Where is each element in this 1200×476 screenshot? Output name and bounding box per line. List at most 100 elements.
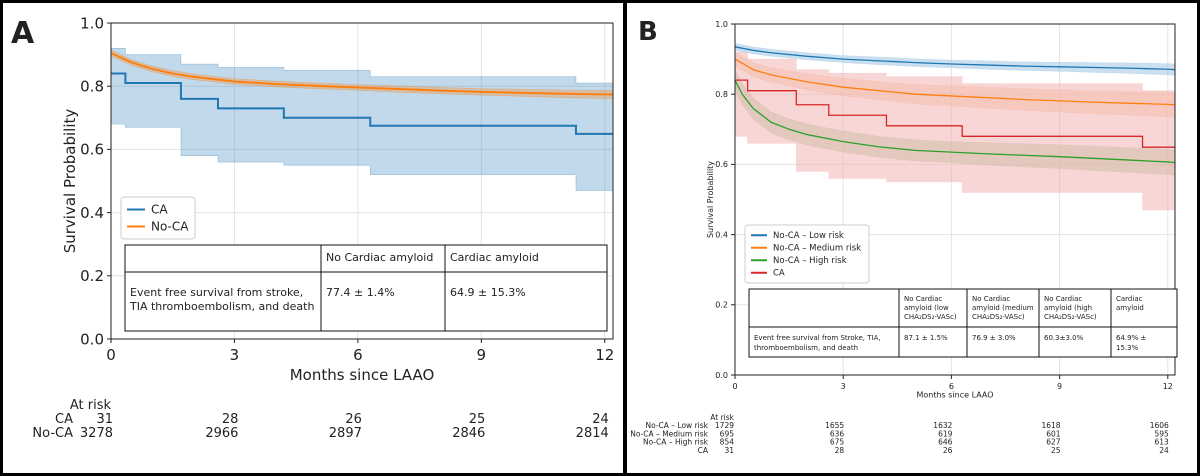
series-line-no-ca: [110, 52, 613, 96]
x-axis-label: Months since LAAO: [290, 366, 435, 384]
at-risk-value: 1729: [715, 421, 734, 430]
at-risk-row-label: No-CA – High risk: [643, 438, 709, 447]
at-risk-value: 26: [345, 412, 362, 427]
legend-label: No-CA – Low risk: [773, 231, 844, 241]
table-header-cell: No Cardiac: [1044, 295, 1082, 303]
y-tick-label: 0.0: [80, 330, 104, 348]
series-line-no-ca-medium-risk: [734, 58, 1176, 106]
ci-band-ca: [110, 47, 614, 191]
at-risk-row-label: CA: [55, 412, 73, 427]
table-header-cell: amyloid (high: [1044, 304, 1092, 312]
table-header-cell: CHA₂DS₂-VASc): [1044, 313, 1097, 321]
at-risk-value: 26: [943, 446, 953, 455]
x-tick-label: 6: [353, 346, 363, 364]
y-tick-label: 0.2: [80, 267, 104, 285]
at-risk-value: 619: [938, 429, 953, 438]
table-cell: thromboembolism, and death: [754, 344, 858, 352]
y-tick-label: 0.2: [715, 301, 728, 310]
at-risk-value: 601: [1046, 429, 1061, 438]
table-cell: 60.3±3.0%: [1044, 334, 1084, 342]
at-risk-value: 24: [1159, 446, 1169, 455]
y-tick-label: 0.8: [80, 77, 104, 95]
x-tick-label: 3: [841, 382, 846, 391]
y-tick-label: 0.0: [715, 371, 728, 380]
legend-label: CA: [773, 269, 785, 279]
series-line-ca: [735, 79, 1175, 148]
at-risk-value: 2897: [329, 426, 362, 441]
table-header-cell: No Cardiac amyloid: [326, 251, 433, 264]
table-cell: 64.9% ±: [1116, 334, 1146, 342]
series-line-no-ca-low-risk: [734, 46, 1176, 71]
y-axis-label: Survival Probability: [61, 109, 79, 254]
summary-table: [124, 244, 608, 332]
table-cell: 76.9 ± 3.0%: [972, 334, 1016, 342]
panel-label: A: [11, 16, 35, 51]
series-line-ca: [111, 72, 613, 135]
table-header-cell: amyloid: [1116, 304, 1144, 312]
at-risk-value: 2846: [452, 426, 485, 441]
at-risk-row-label: No-CA – Low risk: [645, 421, 708, 430]
x-tick-label: 12: [595, 346, 614, 364]
at-risk-value: 24: [592, 412, 609, 427]
at-risk-value: 25: [469, 412, 486, 427]
series-line-no-ca-high-risk: [734, 79, 1176, 164]
chart-a: A 0 3 6 9 12 0.0 0.2 0.4 0.6 0.8 1.0 Months since LA…: [11, 14, 614, 441]
x-tick-label: 9: [1057, 382, 1062, 391]
at-risk-value: 1655: [825, 421, 844, 430]
at-risk-value: 646: [938, 438, 953, 447]
y-axis-label: Survival Probability: [706, 161, 715, 238]
table-header-cell: amyloid (medium: [972, 304, 1034, 312]
table-header-cell: No Cardiac: [972, 295, 1010, 303]
at-risk-value: 627: [1046, 438, 1061, 447]
x-axis-label: Months since LAAO: [916, 390, 993, 399]
legend-box: [744, 224, 870, 284]
x-tick-label: 3: [230, 346, 240, 364]
y-tick-label: 0.4: [715, 230, 728, 239]
y-tick-label: 0.4: [80, 204, 104, 222]
plot-frame: [110, 22, 614, 340]
at-risk-value: 3278: [80, 426, 113, 441]
at-risk-value: 1632: [933, 421, 952, 430]
y-tick-label: 0.6: [80, 141, 104, 159]
y-tick-label: 0.6: [715, 160, 728, 169]
x-tick-label: 0: [732, 382, 737, 391]
table-cell: Event free survival from stroke,: [130, 286, 303, 299]
at-risk-title: At risk: [70, 398, 112, 413]
chart-b: B 0 3 6 9 12 0.0 0.2 0.4 0.6 0.8 1.0 Months since LA…: [630, 17, 1178, 455]
table-cell: 77.4 ± 1.4%: [326, 286, 395, 299]
at-risk-value: 695: [720, 429, 735, 438]
x-tick-label: 6: [949, 382, 954, 391]
legend-label: CA: [151, 203, 168, 217]
panel-label: B: [638, 17, 658, 47]
table-cell: 15.3%: [1116, 344, 1139, 352]
x-tick-label: 0: [106, 346, 116, 364]
at-risk-value: 1618: [1041, 421, 1060, 430]
x-tick-label: 12: [1163, 382, 1173, 391]
at-risk-row-label: No-CA: [32, 426, 73, 441]
at-risk-value: 613: [1154, 438, 1169, 447]
at-risk-value: 2814: [576, 426, 609, 441]
legend-box: [120, 196, 196, 240]
at-risk-value: 595: [1154, 429, 1169, 438]
at-risk-value: 675: [830, 438, 845, 447]
y-tick-label: 0.8: [715, 90, 728, 99]
at-risk-value: 31: [96, 412, 113, 427]
table-cell: 87.1 ± 1.5%: [904, 334, 948, 342]
at-risk-row-label: No-CA – Medium risk: [630, 429, 708, 438]
table-cell: TIA thromboembolism, and death: [129, 300, 314, 313]
at-risk-value: 1606: [1150, 421, 1169, 430]
legend-label: No-CA – Medium risk: [773, 244, 861, 254]
at-risk-value: 31: [724, 446, 734, 455]
at-risk-value: 28: [835, 446, 845, 455]
panel-b: B 0 3 6 9 12 0.0 0.2 0.4 0.6 0.8 1.0 Months since LA…: [624, 0, 1200, 476]
table-cell: 64.9 ± 15.3%: [450, 286, 526, 299]
plot-frame: [734, 23, 1176, 376]
table-header-cell: Cardiac: [1116, 295, 1143, 303]
at-risk-value: 854: [720, 438, 735, 447]
y-tick-label: 1.0: [80, 14, 104, 32]
summary-table: [748, 288, 1178, 358]
at-risk-value: 636: [830, 429, 845, 438]
table-header-cell: Cardiac amyloid: [450, 251, 539, 264]
table-header-cell: CHA₂DS₂-VASc): [904, 313, 957, 321]
y-tick-label: 1.0: [715, 20, 728, 29]
